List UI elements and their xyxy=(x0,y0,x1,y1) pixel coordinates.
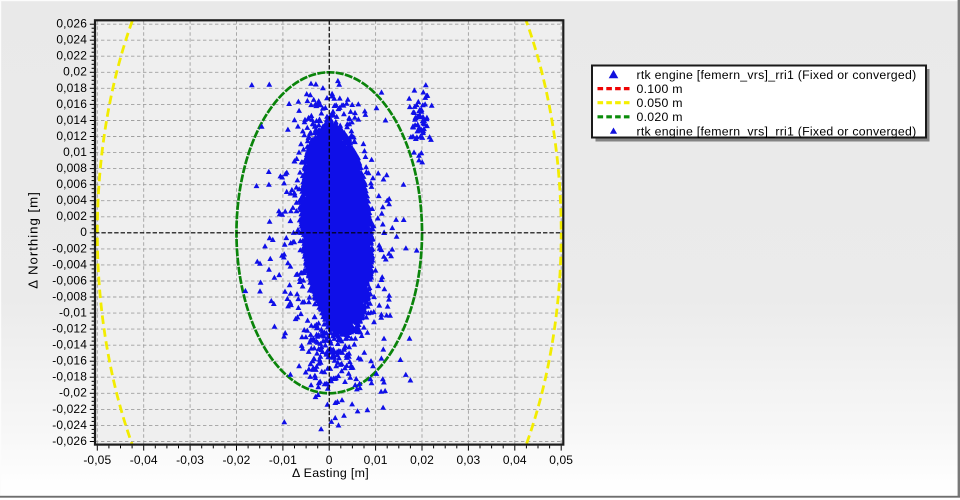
svg-text:0,01: 0,01 xyxy=(63,145,87,159)
svg-text:0,018: 0,018 xyxy=(56,81,87,95)
svg-text:-0,022: -0,022 xyxy=(52,402,87,416)
svg-text:0: 0 xyxy=(80,225,87,239)
svg-text:0,002: 0,002 xyxy=(56,209,87,223)
svg-text:-0,016: -0,016 xyxy=(52,354,87,368)
svg-text:-0,01: -0,01 xyxy=(59,305,87,319)
svg-text:0,016: 0,016 xyxy=(56,97,87,111)
svg-text:0.100 m: 0.100 m xyxy=(637,82,683,96)
svg-text:0,026: 0,026 xyxy=(56,17,87,31)
svg-text:0,02: 0,02 xyxy=(63,65,87,79)
svg-text:0.020 m: 0.020 m xyxy=(637,110,683,124)
svg-text:-0,02: -0,02 xyxy=(223,453,251,467)
svg-text:Δ Northing [m]: Δ Northing [m] xyxy=(26,191,41,289)
svg-text:-0,002: -0,002 xyxy=(52,241,87,255)
svg-text:0,04: 0,04 xyxy=(503,453,527,467)
svg-text:0,012: 0,012 xyxy=(56,129,87,143)
svg-text:-0,012: -0,012 xyxy=(52,322,87,336)
svg-text:0,014: 0,014 xyxy=(56,113,87,127)
svg-text:0,006: 0,006 xyxy=(56,177,87,191)
svg-text:Δ Easting [m]: Δ Easting [m] xyxy=(292,466,369,480)
svg-text:-0,03: -0,03 xyxy=(176,453,204,467)
svg-text:0: 0 xyxy=(326,453,333,467)
svg-text:rtk engine [femern_vrs]_rri1 (: rtk engine [femern_vrs]_rri1 (Fixed or c… xyxy=(637,68,917,82)
svg-text:rtk engine [femern_vrs]_rri1 (: rtk engine [femern_vrs]_rri1 (Fixed or c… xyxy=(637,124,917,138)
svg-text:-0,024: -0,024 xyxy=(52,418,87,432)
svg-text:-0,006: -0,006 xyxy=(52,273,87,287)
svg-text:-0,014: -0,014 xyxy=(52,338,87,352)
svg-text:0,02: 0,02 xyxy=(410,453,434,467)
svg-text:-0,02: -0,02 xyxy=(59,386,87,400)
svg-text:-0,05: -0,05 xyxy=(83,453,111,467)
svg-text:0,03: 0,03 xyxy=(456,453,480,467)
svg-text:0.050 m: 0.050 m xyxy=(637,96,683,110)
svg-text:-0,026: -0,026 xyxy=(52,434,87,448)
svg-text:-0,008: -0,008 xyxy=(52,289,87,303)
svg-text:0,024: 0,024 xyxy=(56,33,87,47)
svg-text:0,022: 0,022 xyxy=(56,49,87,63)
svg-text:-0,01: -0,01 xyxy=(269,453,297,467)
svg-text:-0,04: -0,04 xyxy=(130,453,158,467)
svg-text:0,008: 0,008 xyxy=(56,161,87,175)
svg-text:0,05: 0,05 xyxy=(549,453,573,467)
svg-text:-0,004: -0,004 xyxy=(52,257,87,271)
svg-text:-0,018: -0,018 xyxy=(52,370,87,384)
svg-text:0,004: 0,004 xyxy=(56,193,87,207)
svg-text:0,01: 0,01 xyxy=(364,453,388,467)
